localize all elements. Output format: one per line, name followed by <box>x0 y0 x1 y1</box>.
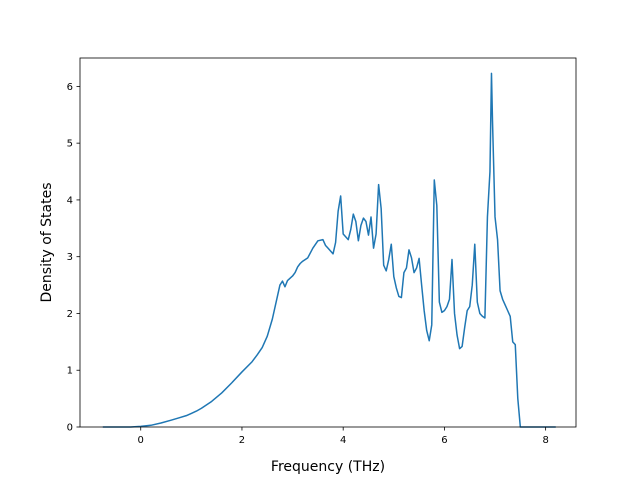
dos-series-line <box>102 72 556 428</box>
y-tick-label: 3 <box>67 252 73 263</box>
y-tick-label: 6 <box>67 82 73 93</box>
y-tick-label: 0 <box>67 423 73 434</box>
y-tick-label: 5 <box>67 139 73 150</box>
x-tick-label: 0 <box>138 435 144 446</box>
x-tick-label: 6 <box>441 435 447 446</box>
plot-area <box>102 72 556 428</box>
axes-frame <box>79 57 577 428</box>
y-tick-label: 2 <box>67 309 73 320</box>
y-tick-label: 1 <box>67 366 73 377</box>
y-tick-label: 4 <box>67 195 73 206</box>
x-axis-label: Frequency (THz) <box>271 459 385 475</box>
y-axis: 0 1 2 3 4 5 6 <box>67 82 80 434</box>
x-tick-label: 2 <box>239 435 245 446</box>
x-tick-label: 4 <box>340 435 346 446</box>
y-axis-label: Density of States <box>39 183 55 303</box>
x-tick-label: 8 <box>542 435 548 446</box>
x-axis: 0 2 4 6 8 <box>138 427 549 446</box>
